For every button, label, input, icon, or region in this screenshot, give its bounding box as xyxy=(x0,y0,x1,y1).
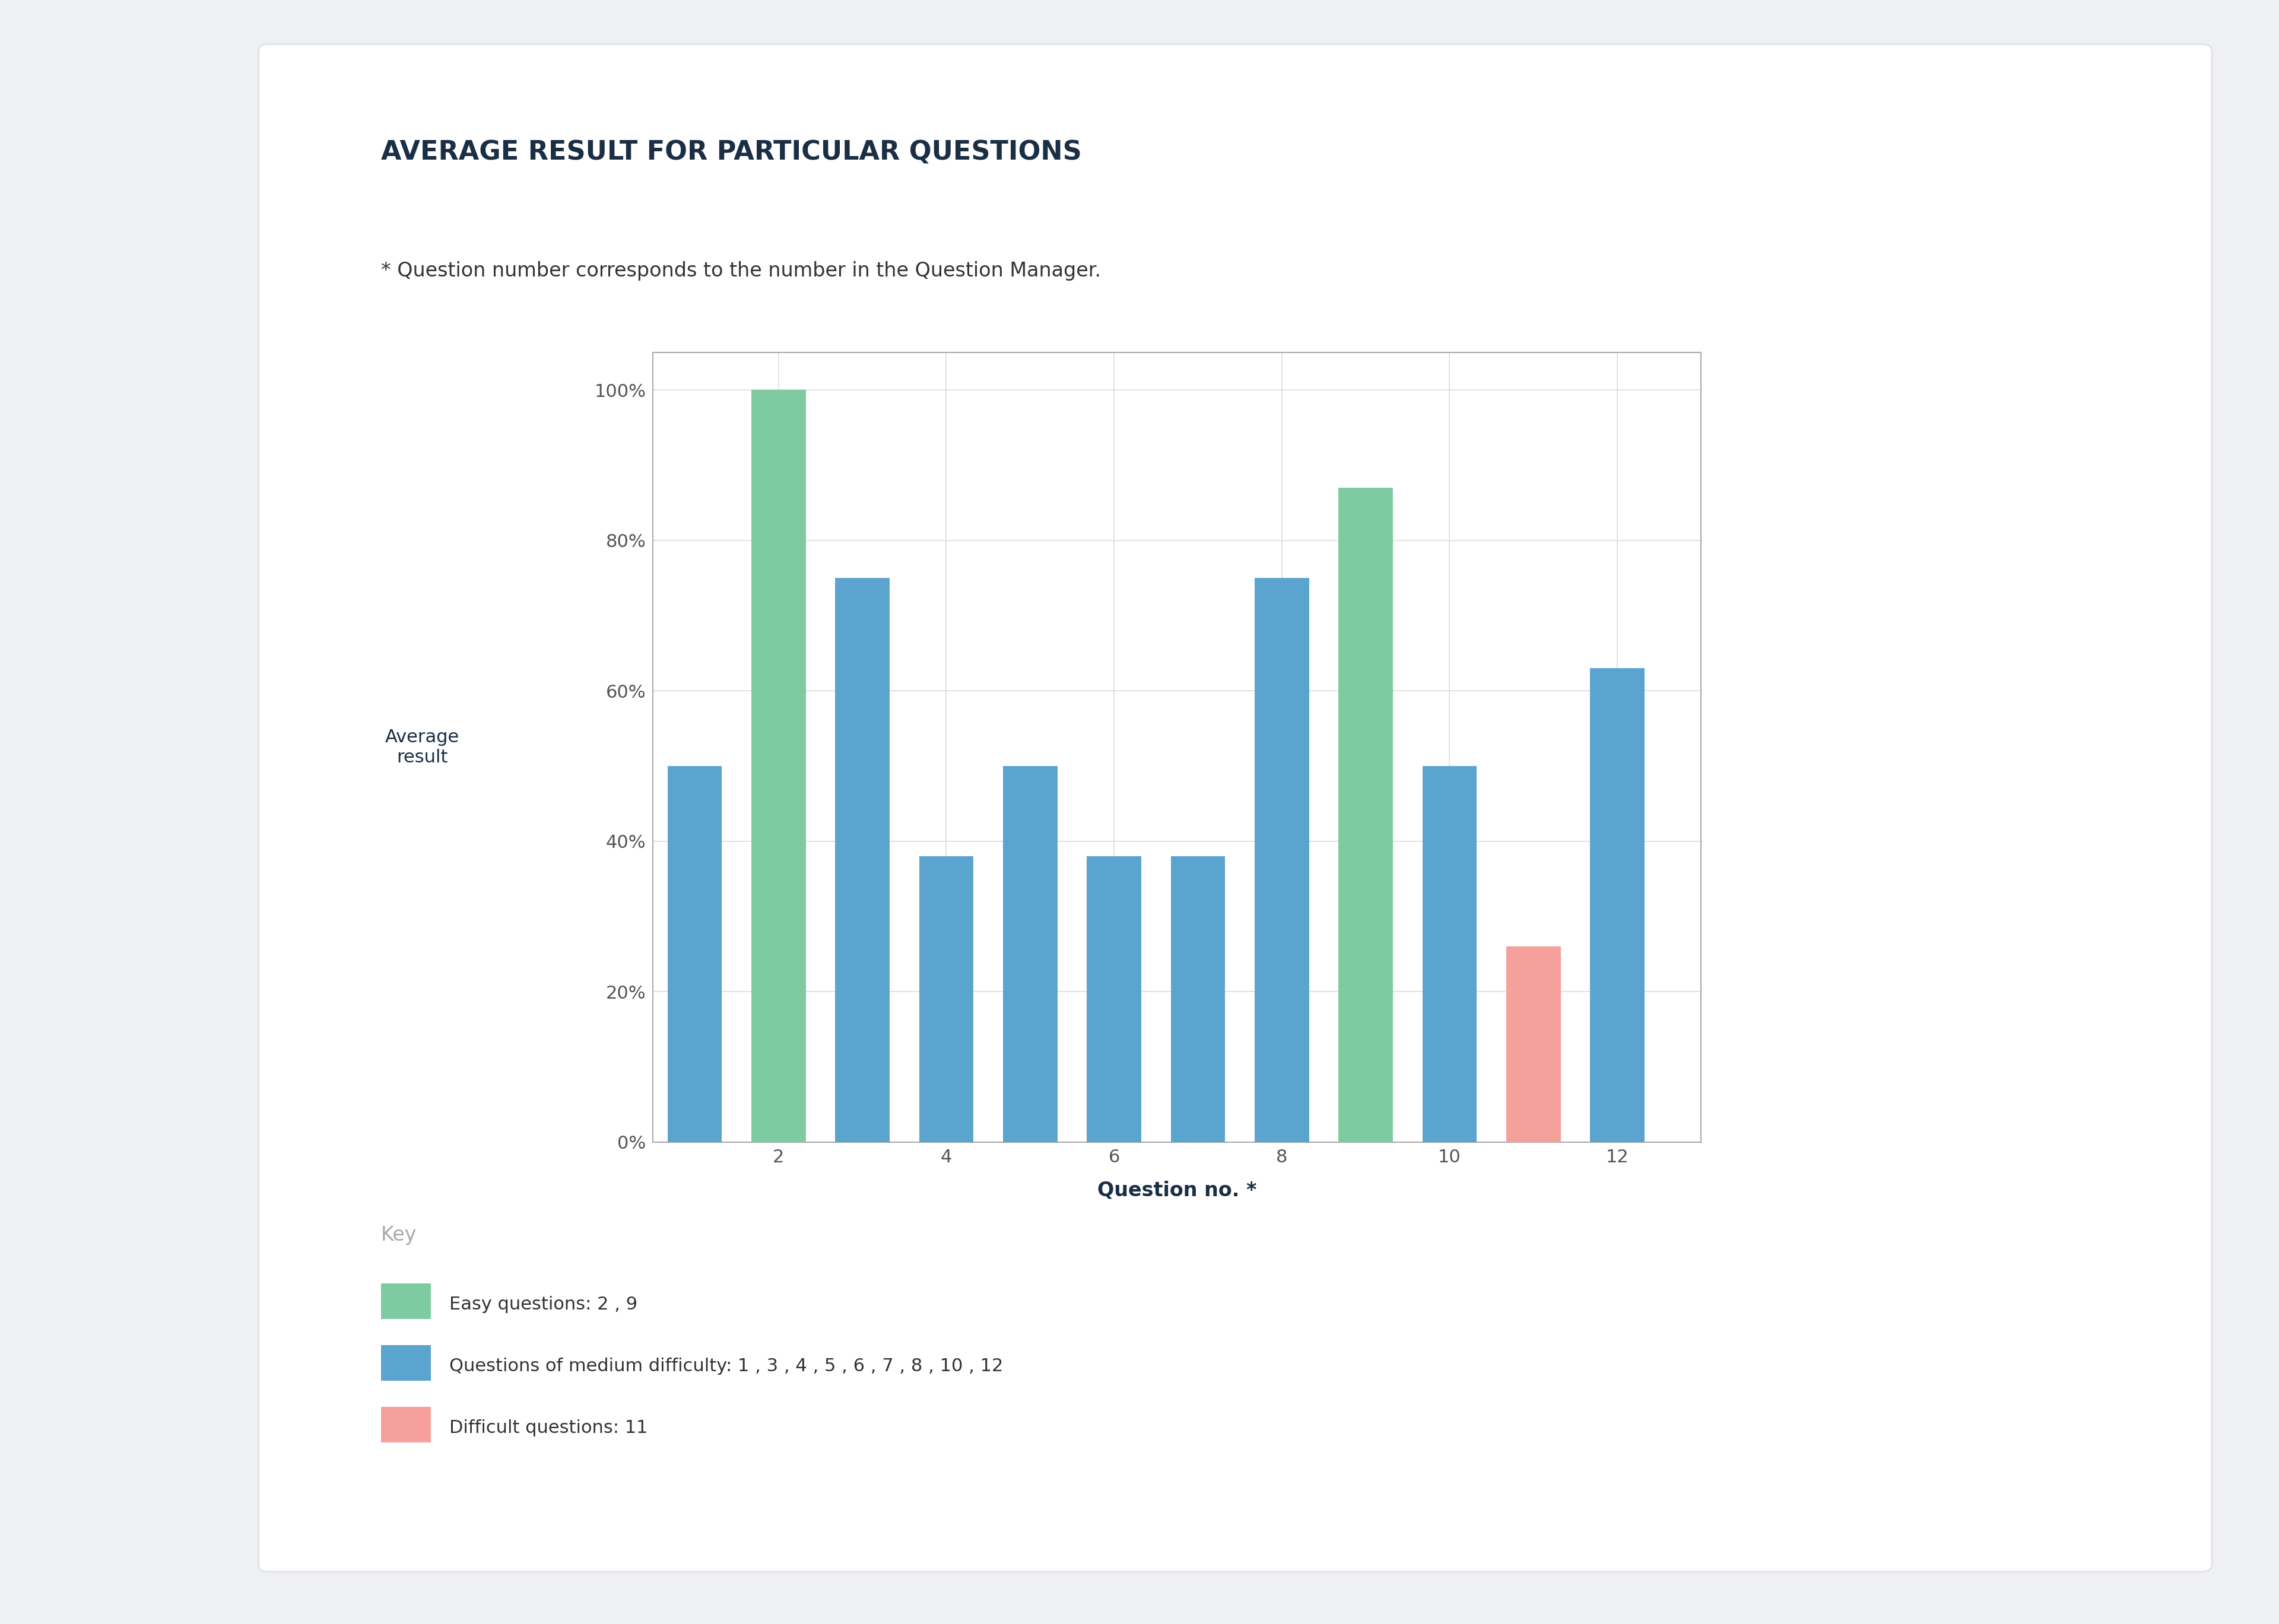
Bar xyxy=(1003,767,1057,1142)
Text: * Question number corresponds to the number in the Question Manager.: * Question number corresponds to the num… xyxy=(381,261,1101,281)
Bar xyxy=(1591,667,1645,1142)
Bar xyxy=(834,578,889,1142)
X-axis label: Question no. *: Question no. * xyxy=(1096,1181,1256,1200)
Bar xyxy=(752,390,807,1142)
Text: Key: Key xyxy=(381,1226,417,1246)
Bar xyxy=(1338,487,1392,1142)
Bar xyxy=(918,856,973,1142)
Text: Questions of medium difficulty: 1 , 3 , 4 , 5 , 6 , 7 , 8 , 10 , 12: Questions of medium difficulty: 1 , 3 , … xyxy=(449,1358,1003,1376)
FancyBboxPatch shape xyxy=(258,44,2213,1572)
Text: Difficult questions: 11: Difficult questions: 11 xyxy=(449,1419,647,1437)
Y-axis label: Average
result: Average result xyxy=(385,729,458,767)
Bar xyxy=(1253,578,1308,1142)
Bar xyxy=(1171,856,1226,1142)
Text: Easy questions: 2 , 9: Easy questions: 2 , 9 xyxy=(449,1296,638,1314)
Text: AVERAGE RESULT FOR PARTICULAR QUESTIONS: AVERAGE RESULT FOR PARTICULAR QUESTIONS xyxy=(381,140,1083,166)
Bar xyxy=(1506,947,1561,1142)
Bar xyxy=(1087,856,1142,1142)
Bar xyxy=(668,767,722,1142)
Bar xyxy=(1422,767,1477,1142)
